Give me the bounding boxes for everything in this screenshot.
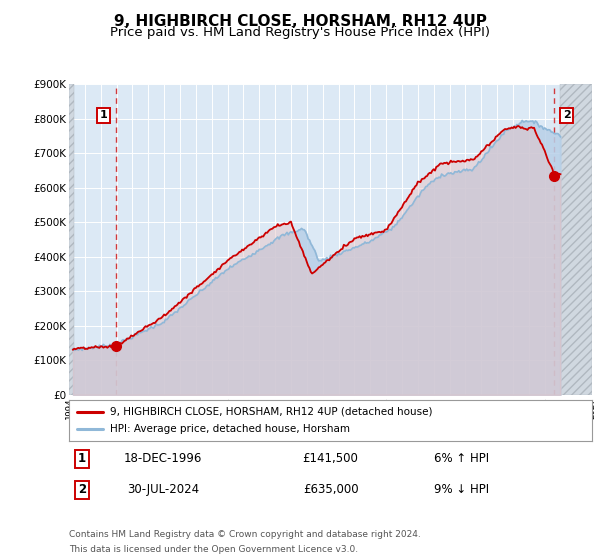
Text: Price paid vs. HM Land Registry's House Price Index (HPI): Price paid vs. HM Land Registry's House … [110, 26, 490, 39]
Text: 9, HIGHBIRCH CLOSE, HORSHAM, RH12 4UP: 9, HIGHBIRCH CLOSE, HORSHAM, RH12 4UP [113, 14, 487, 29]
Text: 1: 1 [78, 452, 86, 465]
Text: £635,000: £635,000 [303, 483, 358, 496]
Text: 2: 2 [563, 110, 571, 120]
Text: 9, HIGHBIRCH CLOSE, HORSHAM, RH12 4UP (detached house): 9, HIGHBIRCH CLOSE, HORSHAM, RH12 4UP (d… [110, 407, 433, 417]
Text: 2: 2 [78, 483, 86, 496]
Text: 1: 1 [100, 110, 107, 120]
Text: 6% ↑ HPI: 6% ↑ HPI [434, 452, 489, 465]
Text: HPI: Average price, detached house, Horsham: HPI: Average price, detached house, Hors… [110, 424, 350, 435]
Text: 9% ↓ HPI: 9% ↓ HPI [434, 483, 489, 496]
Text: This data is licensed under the Open Government Licence v3.0.: This data is licensed under the Open Gov… [69, 545, 358, 554]
Text: Contains HM Land Registry data © Crown copyright and database right 2024.: Contains HM Land Registry data © Crown c… [69, 530, 421, 539]
Text: 30-JUL-2024: 30-JUL-2024 [127, 483, 199, 496]
Bar [560, 84, 592, 395]
Bar [69, 84, 74, 395]
Text: 18-DEC-1996: 18-DEC-1996 [124, 452, 202, 465]
Text: £141,500: £141,500 [302, 452, 359, 465]
